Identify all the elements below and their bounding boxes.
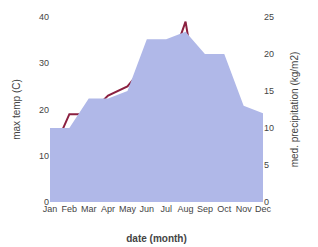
svg-text:0: 0 <box>264 197 269 207</box>
svg-text:30: 30 <box>39 58 49 68</box>
svg-text:40: 40 <box>39 12 49 22</box>
svg-text:Jul: Jul <box>160 204 172 214</box>
svg-text:Jun: Jun <box>140 204 155 214</box>
svg-text:Jan: Jan <box>43 204 58 214</box>
svg-text:Apr: Apr <box>101 204 115 214</box>
svg-text:25: 25 <box>264 12 274 22</box>
svg-text:Feb: Feb <box>62 204 78 214</box>
svg-text:Aug: Aug <box>178 204 194 214</box>
svg-text:May: May <box>119 204 137 214</box>
svg-text:5: 5 <box>264 160 269 170</box>
svg-text:0: 0 <box>44 197 49 207</box>
svg-text:Dec: Dec <box>255 204 272 214</box>
svg-text:10: 10 <box>39 151 49 161</box>
svg-text:15: 15 <box>264 86 274 96</box>
svg-text:Nov: Nov <box>236 204 253 214</box>
svg-text:10: 10 <box>264 123 274 133</box>
svg-text:20: 20 <box>39 105 49 115</box>
svg-text:Sep: Sep <box>197 204 213 214</box>
svg-text:Oct: Oct <box>217 204 232 214</box>
svg-text:Mar: Mar <box>81 204 97 214</box>
svg-text:date (month): date (month) <box>126 233 187 244</box>
svg-text:20: 20 <box>264 49 274 59</box>
svg-text:max temp (C): max temp (C) <box>11 79 22 140</box>
svg-text:med. precipitation (kg/m2): med. precipitation (kg/m2) <box>289 52 300 168</box>
